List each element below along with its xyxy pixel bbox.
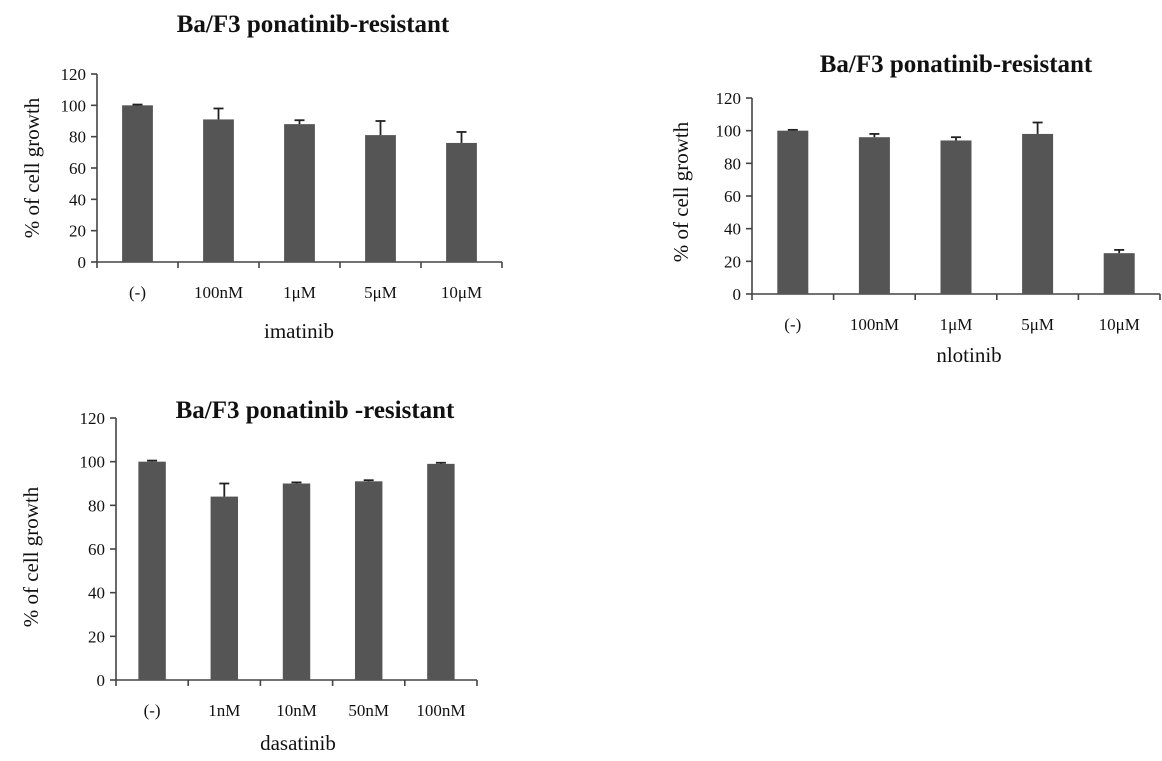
x-category-label: 100nM [416,701,465,720]
x-category-label: 10μM [441,283,482,302]
y-tick-label: 60 [88,540,105,559]
x-axis-label: imatinib [264,319,334,343]
chart-imatinib: Ba/F3 ponatinib-resistant 0 20 40 60 80 100 120… [20,11,503,343]
bar-3 [365,135,396,262]
y-tick-label: 40 [69,190,86,209]
bar-1 [858,137,890,294]
chart-nilotinib: Ba/F3 ponatinib-resistant 0 20 40 60 80 100 120… [669,51,1161,367]
x-category-label: 10μM [1099,315,1140,334]
y-tick-label: 60 [69,159,86,178]
y-tick-label: 0 [97,671,106,690]
bar-2 [284,124,315,262]
bar-4 [427,463,455,680]
bar-1 [210,496,239,680]
y-tick-label: 0 [78,253,87,272]
y-tick-label: 80 [88,496,105,515]
y-tick-label: 100 [80,453,106,472]
bar-3 [354,481,383,680]
y-tick-label: 20 [88,627,105,646]
x-category-label: 100nM [194,283,243,302]
x-category-label: 1μM [283,283,316,302]
y-tick-label: 0 [733,285,742,304]
bar-4 [446,142,477,262]
x-category-label: 5μM [1021,315,1054,334]
bar-0 [138,461,166,680]
y-axis-label: % of cell growth [20,97,44,238]
x-category-label: 5μM [364,283,397,302]
y-tick-label: 120 [61,65,87,84]
x-axis-label: nlotinib [936,343,1001,367]
y-axis-label: % of cell growth [19,486,43,627]
x-category-label: (-) [129,283,146,302]
y-tick-label: 40 [724,220,741,239]
bar-2 [282,483,311,680]
x-category-label: (-) [144,701,161,720]
y-axis-label: % of cell growth [669,121,693,262]
y-tick-label: 100 [716,122,742,141]
bar-2 [940,140,972,294]
y-tick-label: 120 [716,89,742,108]
chart-title: Ba/F3 ponatinib-resistant [820,51,1093,78]
x-category-label: 1nM [208,701,240,720]
y-tick-label: 20 [69,222,86,241]
y-tick-label: 120 [80,409,106,428]
y-tick-label: 60 [724,187,741,206]
x-category-label: 1μM [940,315,973,334]
y-tick-label: 100 [61,96,87,115]
x-category-label: 10nM [276,701,317,720]
x-axis-label: dasatinib [260,731,336,755]
bar-1 [203,119,234,262]
y-tick-label: 20 [724,252,741,271]
chart-title: Ba/F3 ponatinib -resistant [176,397,455,424]
bar-4 [1103,253,1135,294]
chart-dasatinib: Ba/F3 ponatinib -resistant 0 20 40 60 80 100 12… [19,397,478,755]
x-category-label: 100nM [850,315,899,334]
x-category-label: (-) [784,315,801,334]
bar-0 [777,130,809,294]
y-tick-label: 40 [88,584,105,603]
x-category-label: 50nM [348,701,389,720]
chart-title: Ba/F3 ponatinib-resistant [177,11,450,38]
bar-0 [122,105,153,262]
y-tick-label: 80 [724,154,741,173]
bar-3 [1022,133,1054,294]
y-tick-label: 80 [69,128,86,147]
